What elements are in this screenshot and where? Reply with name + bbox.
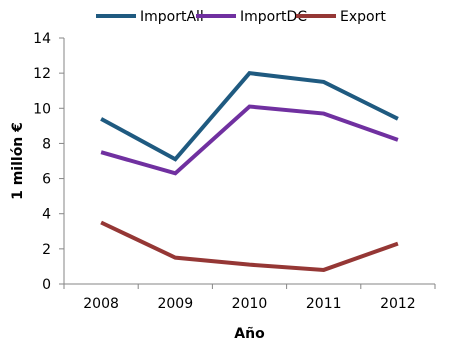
y-tick-label: 12 [33, 66, 51, 82]
y-tick-label: 6 [42, 172, 51, 188]
x-tick-label: 2008 [83, 296, 119, 312]
x-tick-label: 2011 [306, 296, 342, 312]
y-ticks: 0 2 4 6 8 10 12 14 [33, 31, 64, 293]
legend-label-importdc: ImportDC [240, 9, 307, 25]
y-axis-title: 1 millón € [10, 122, 26, 200]
y-tick-label: 2 [42, 242, 51, 258]
series-line-importdc [100, 104, 399, 176]
x-tick-label: 2012 [380, 296, 416, 312]
y-tick-label: 4 [42, 207, 51, 223]
y-tick-label: 10 [33, 101, 51, 117]
series-line-importall [100, 71, 399, 162]
legend-label-export: Export [340, 9, 386, 25]
y-tick-label: 8 [42, 136, 51, 152]
axes [63, 38, 435, 285]
y-tick-label: 14 [33, 31, 51, 47]
x-tick-label: 2010 [232, 296, 268, 312]
x-tick-label: 2009 [157, 296, 193, 312]
series-line-export [100, 220, 399, 272]
x-axis-title: Año [234, 326, 265, 342]
x-ticks: 2008 2009 2010 2011 2012 [63, 284, 436, 312]
legend-label-importall: ImportAll [140, 9, 204, 25]
legend: ImportAll ImportDC Export [96, 9, 386, 25]
series-lines [100, 71, 399, 272]
y-tick-label: 0 [42, 277, 51, 293]
